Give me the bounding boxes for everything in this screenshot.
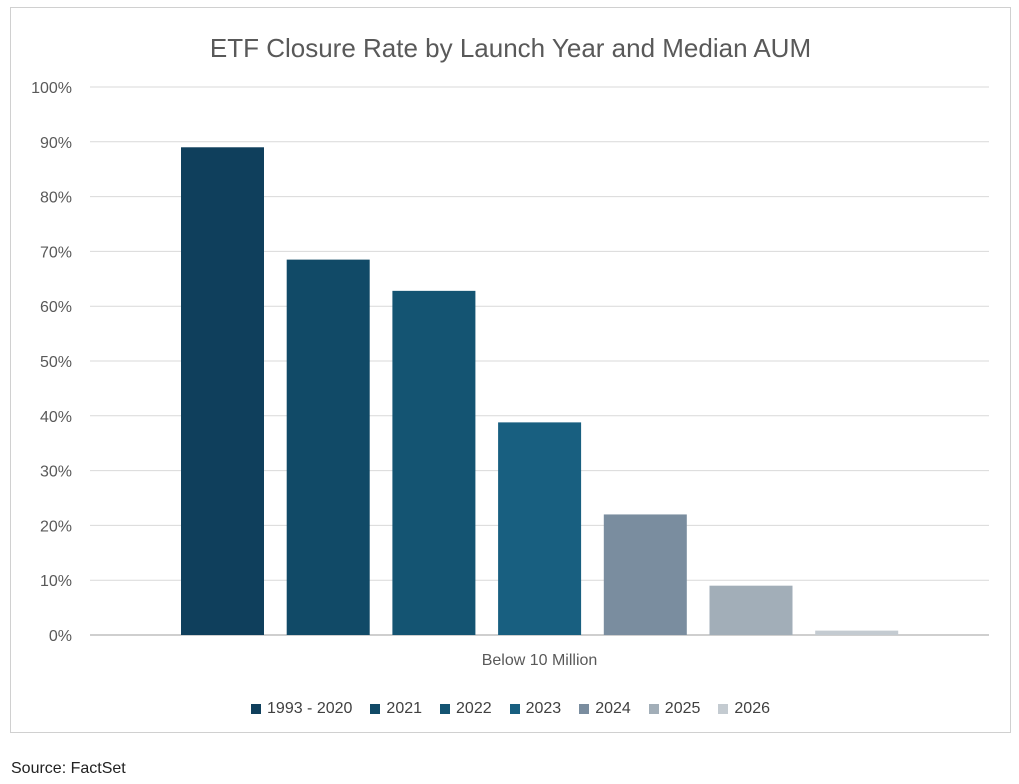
legend-swatch [648,704,659,714]
legend-item: 2023 [509,700,562,718]
y-tick-label: 10% [40,573,72,590]
legend: 1993 - 2020 2021 2022 2023 2024 2025 2026 [11,700,1010,718]
legend-item: 2022 [440,700,492,718]
legend-label: 1993 - 2020 [267,700,353,717]
bar-2026 [815,630,899,635]
y-tick-label: 30% [40,464,72,481]
legend-swatch [718,704,729,714]
x-category-label: Below 10 Million [482,652,598,669]
bar-2021 [286,259,370,635]
bar-2024 [603,514,687,635]
legend-item: 1993 - 2020 [251,700,352,718]
legend-label: 2021 [386,700,423,717]
legend-label: 2025 [664,700,701,717]
bar-2023 [498,422,582,635]
chart-title: ETF Closure Rate by Launch Year and Medi… [209,33,812,63]
y-tick-label: 100% [31,80,72,97]
bar-1993-2020 [181,147,264,635]
y-tick-label: 50% [40,354,72,371]
legend-swatch [579,704,590,714]
y-tick-label: 90% [40,135,72,152]
y-tick-label: 70% [40,244,72,261]
legend-item: 2024 [579,700,631,718]
legend-swatch [370,704,381,714]
chart-frame: ETF Closure Rate by Launch Year and Medi… [10,7,1011,733]
source-note: Source: FactSet [11,760,126,777]
y-tick-label: 40% [40,409,72,426]
legend-swatch [251,704,262,714]
legend-item: 2026 [718,700,770,718]
legend-label: 2023 [525,700,562,717]
legend-swatch [440,704,451,714]
legend-item: 2021 [370,700,422,718]
legend-label: 2022 [456,700,492,717]
legend-item: 2025 [648,700,701,718]
bar-2022 [392,290,476,635]
legend-label: 2026 [734,700,770,717]
y-tick-label: 80% [40,190,72,207]
bar-2025 [709,585,793,635]
y-tick-label: 0% [49,628,72,645]
y-tick-label: 60% [40,299,72,316]
legend-swatch [509,704,520,714]
plot-area: 0% 10% 20% 30% 40% 50% 60% 70% 80% 90% 100% Below 1… [31,80,989,669]
y-tick-label: 20% [40,518,72,535]
legend-label: 2024 [595,700,631,717]
